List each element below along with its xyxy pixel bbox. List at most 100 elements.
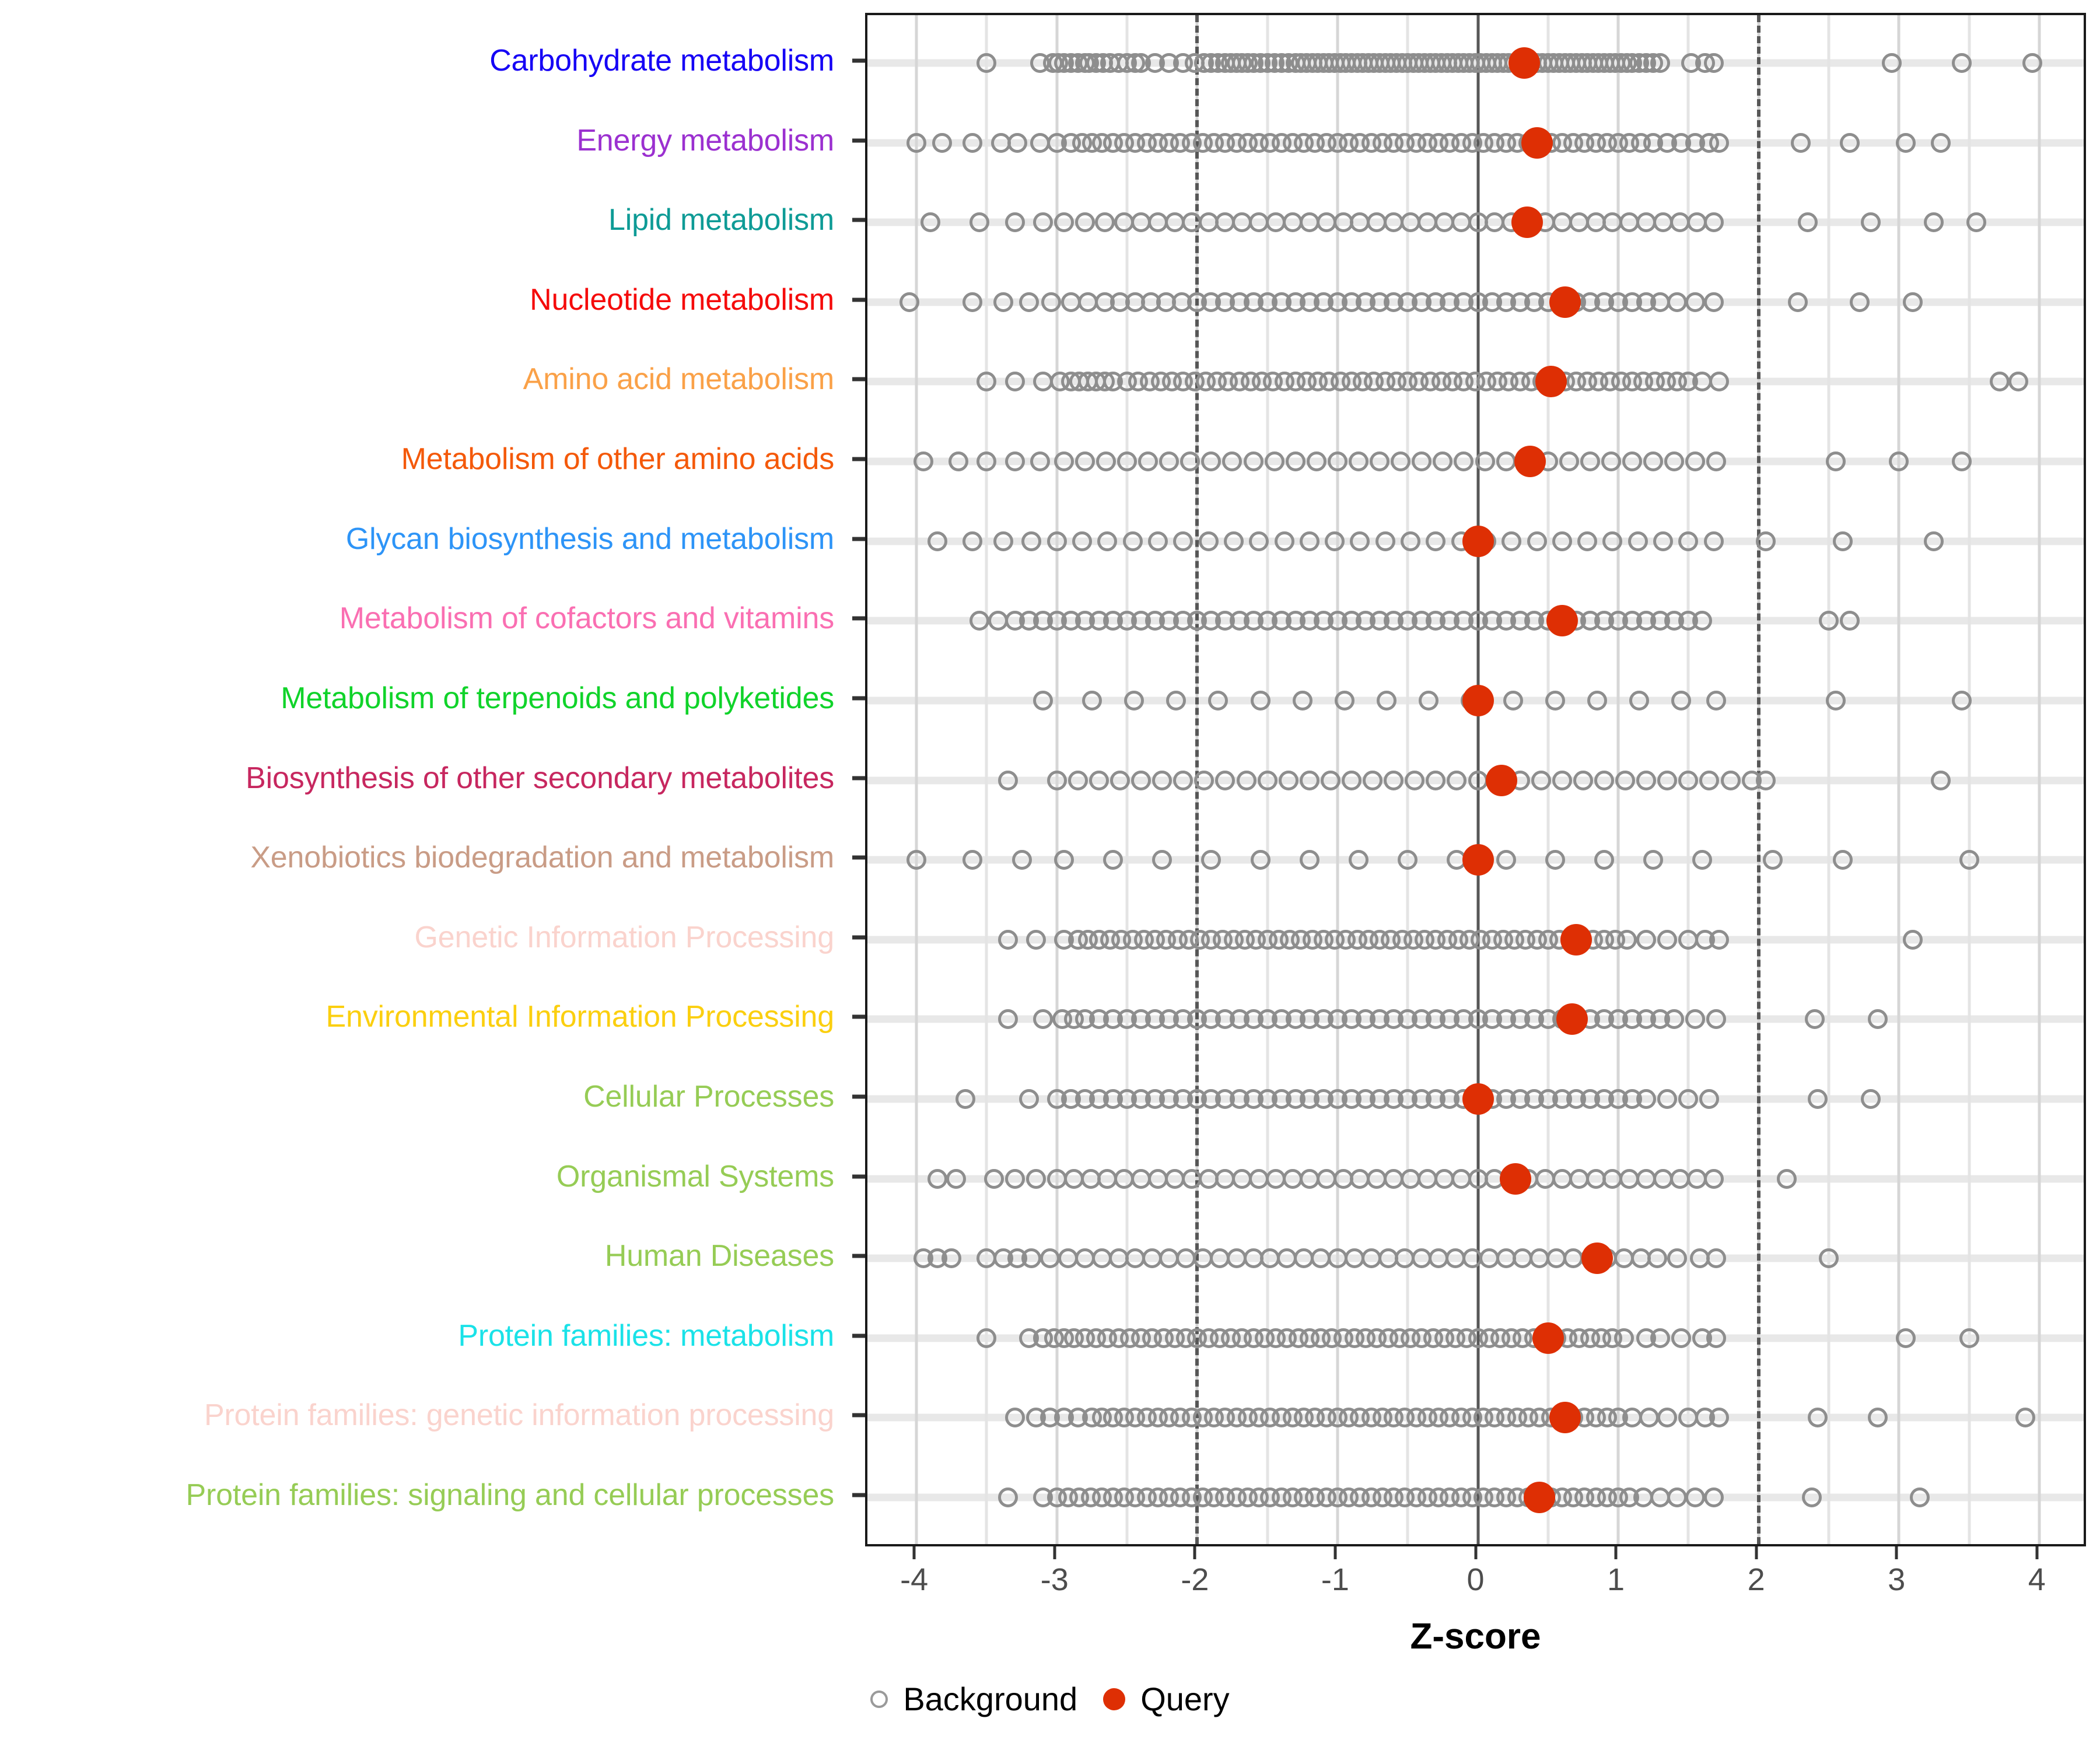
y-axis-tick-mark — [852, 1254, 865, 1258]
y-axis-tick-mark — [852, 537, 865, 541]
background-point — [1363, 770, 1383, 790]
background-point — [1447, 770, 1467, 790]
query-point[interactable] — [1462, 844, 1494, 876]
background-point — [1166, 690, 1186, 710]
background-point — [1671, 1328, 1692, 1348]
background-point — [1198, 531, 1219, 551]
background-point — [1629, 690, 1650, 710]
y-axis-tick-label: Genetic Information Processing — [414, 920, 835, 954]
background-point — [1180, 452, 1200, 472]
background-point — [1636, 929, 1657, 950]
background-point — [1475, 452, 1495, 472]
x-axis-tick-label: -3 — [1040, 1562, 1069, 1597]
x-axis-tick-label: 3 — [1888, 1562, 1906, 1597]
background-point — [1074, 452, 1095, 472]
background-point — [1005, 1408, 1025, 1428]
background-point — [1657, 770, 1678, 790]
background-point — [949, 452, 969, 472]
background-point — [1299, 770, 1320, 790]
background-point — [1703, 1488, 1724, 1507]
background-point — [1959, 1328, 1979, 1348]
query-point[interactable] — [1508, 47, 1540, 79]
y-axis-tick-mark — [852, 1413, 865, 1418]
query-point[interactable] — [1532, 1322, 1564, 1354]
background-point — [1616, 929, 1637, 950]
background-point — [1032, 1009, 1053, 1030]
query-point[interactable] — [1535, 366, 1567, 398]
background-point — [1685, 1009, 1706, 1030]
background-point — [1952, 53, 1972, 73]
x-axis-tick-mark — [1755, 1546, 1758, 1559]
background-point — [1208, 690, 1228, 710]
background-point — [984, 1168, 1004, 1189]
query-point[interactable] — [1521, 127, 1553, 159]
y-axis-tick-mark — [852, 218, 865, 222]
background-point — [1896, 132, 1916, 153]
query-point[interactable] — [1546, 605, 1578, 637]
legend-item-query[interactable]: Query — [1103, 1680, 1230, 1718]
background-point — [1952, 452, 1972, 472]
query-point[interactable] — [1581, 1242, 1613, 1275]
background-point — [956, 1088, 976, 1109]
query-point[interactable] — [1511, 206, 1543, 239]
background-point — [1552, 770, 1572, 790]
background-point — [1825, 452, 1846, 472]
background-point — [1755, 770, 1776, 790]
background-point — [1026, 1168, 1046, 1189]
query-point[interactable] — [1549, 286, 1581, 318]
background-point — [1124, 690, 1144, 710]
background-point — [1468, 770, 1488, 790]
y-axis-tick-label: Human Diseases — [604, 1239, 834, 1273]
query-point[interactable] — [1549, 1402, 1581, 1434]
background-point — [970, 611, 990, 631]
background-point — [1072, 531, 1093, 551]
query-point[interactable] — [1486, 764, 1518, 796]
y-axis-tick-label: Biosynthesis of other secondary metaboli… — [246, 761, 834, 795]
background-point — [1889, 452, 1909, 472]
background-point — [1454, 452, 1474, 472]
x-axis-tick-mark — [1053, 1546, 1056, 1559]
background-point — [998, 1009, 1018, 1030]
x-axis-tick-label: 2 — [1747, 1562, 1765, 1597]
x-axis-tick-mark — [1614, 1546, 1618, 1559]
query-point[interactable] — [1462, 684, 1494, 716]
query-point[interactable] — [1462, 1083, 1494, 1115]
query-point[interactable] — [1560, 923, 1592, 956]
background-point — [1573, 770, 1593, 790]
background-point — [1861, 212, 1881, 233]
background-point — [1264, 452, 1284, 472]
legend-item-background[interactable]: Background — [870, 1680, 1077, 1718]
background-point — [946, 1168, 966, 1189]
background-point — [942, 1248, 962, 1269]
background-point — [1868, 1009, 1888, 1030]
background-point — [1250, 850, 1270, 870]
background-point — [1882, 53, 1902, 73]
background-point — [1377, 690, 1397, 710]
query-point[interactable] — [1462, 525, 1494, 557]
background-point — [1278, 770, 1298, 790]
y-axis-tick-mark — [852, 855, 865, 860]
y-axis-tick-mark — [852, 377, 865, 382]
background-point — [1325, 531, 1345, 551]
background-point — [1703, 212, 1724, 233]
background-point — [993, 292, 1014, 312]
query-point[interactable] — [1500, 1163, 1532, 1195]
background-point — [1685, 292, 1706, 312]
background-point — [1580, 452, 1600, 472]
background-point — [1159, 452, 1180, 472]
background-point — [1868, 1408, 1888, 1428]
x-axis-tick-mark — [1474, 1546, 1477, 1559]
x-axis-tick-label: -2 — [1181, 1562, 1209, 1597]
background-point — [1096, 452, 1116, 472]
background-point — [1643, 452, 1664, 472]
background-point — [1924, 531, 1944, 551]
legend-label-background: Background — [903, 1681, 1078, 1717]
query-point[interactable] — [1514, 446, 1546, 478]
query-point[interactable] — [1524, 1482, 1556, 1513]
background-point — [1667, 292, 1688, 312]
background-point — [1643, 850, 1664, 870]
background-point — [1005, 1168, 1025, 1189]
background-point — [1703, 1168, 1724, 1189]
query-point[interactable] — [1556, 1003, 1588, 1035]
y-axis-tick-label: Organismal Systems — [556, 1159, 834, 1194]
